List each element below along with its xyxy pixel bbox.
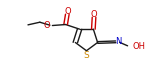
Text: N: N <box>116 37 122 46</box>
Text: O: O <box>64 7 71 16</box>
Text: OH: OH <box>132 42 145 51</box>
Text: S: S <box>84 51 89 60</box>
Text: O: O <box>43 21 50 30</box>
Text: O: O <box>91 10 97 19</box>
